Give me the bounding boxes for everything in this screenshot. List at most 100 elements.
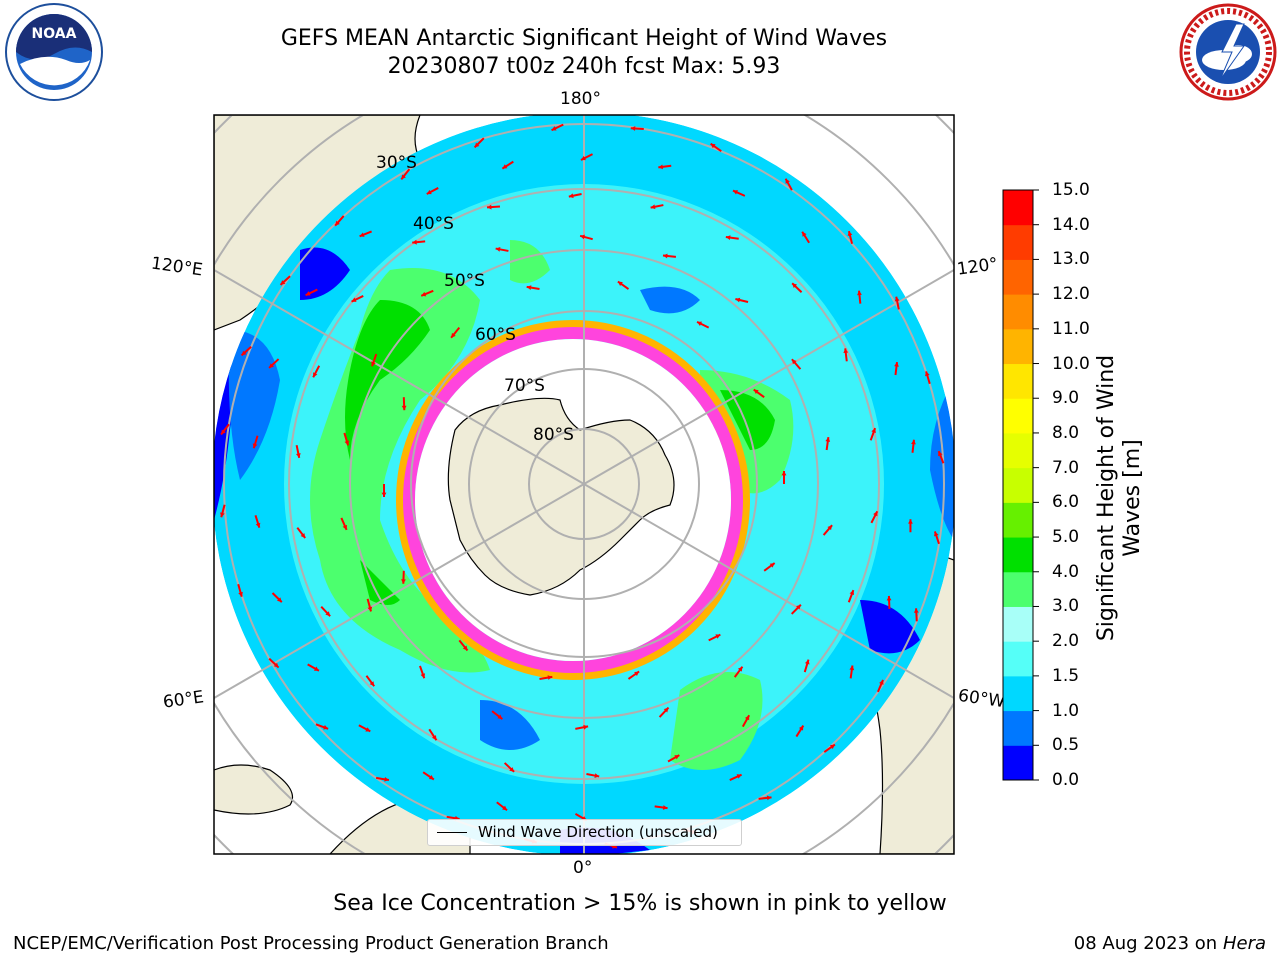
wave-direction-arrowhead [710,143,716,149]
wave-direction-arrowhead [269,363,274,368]
colorbar [1002,189,1039,781]
wave-direction-arrowhead [401,174,406,180]
wave-direction-arrowhead [715,634,721,639]
wave-direction-arrowhead [634,671,640,676]
chart-title: GEFS MEAN Antarctic Significant Height o… [280,26,888,51]
wave-direction-arrowhead [300,533,306,539]
colorbar-tick-label: 4.0 [1052,561,1080,582]
wave-direction-arrowhead [650,204,656,210]
wave-direction-arrowhead [255,522,261,528]
wave-direction-arrowhead [766,795,772,801]
lat-label-50s: 50°S [444,271,485,291]
chart-subtitle: 20230807 t00z 240h fcst Max: 5.93 [387,54,781,79]
wave-direction-arrowhead [873,511,878,517]
colorbar-tick-label: 14.0 [1052,214,1090,235]
wave-direction-arrowhead [804,659,810,665]
lat-label-80s: 80°S [533,425,574,445]
wave-direction-arrowhead [401,579,406,584]
wave-direction-arrowhead [829,744,835,750]
wave-direction-arrowhead [732,190,738,195]
colorbar-bin [1003,641,1033,677]
colorbar-bin [1003,432,1033,469]
wave-direction-arrowhead [381,492,387,497]
wave-direction-arrowhead [781,471,787,476]
wave-direction-arrowhead [594,773,600,778]
wave-direction-arrowhead [925,371,930,377]
wave-direction-arrowhead [857,290,862,296]
lon-label-0: 0° [573,858,593,878]
wave-direction-arrowhead [420,673,426,679]
wave-direction-arrowhead [365,727,371,732]
colorbar-tick-label: 0.5 [1052,735,1080,756]
colorbar-tick-label: 0.0 [1052,770,1080,790]
colorbar-bin [1003,710,1033,746]
colorbar-bin [1003,467,1033,503]
wave-direction-arrowhead [252,443,258,449]
wave-direction-arrowhead [791,359,797,365]
wave-direction-arrowhead [502,164,508,169]
wave-direction-arrowhead [827,525,833,531]
wave-direction-arrowhead [273,662,279,668]
wave-direction-arrowhead [662,805,668,810]
wave-direction-arrowhead [369,681,375,687]
wave-direction-arrowhead [371,361,376,367]
wave-direction-arrowhead [276,597,282,603]
lat-label-60s: 60°S [475,325,516,345]
colorbar-tick-label: 7.0 [1052,457,1080,478]
lon-label-180: 180° [560,89,601,109]
colorbar-bin [1003,606,1033,642]
colorbar-tick-label: 12.0 [1052,284,1090,305]
wave-direction-arrowhead [221,429,226,435]
wave-direction-arrowhead [509,767,515,772]
lat-label-70s: 70°S [504,376,545,396]
noaa-logo-icon: NOAA [5,3,103,101]
wave-direction-arrowhead [802,231,807,237]
wave-direction-arrowhead [849,590,855,596]
wave-direction-arrowhead [753,389,759,395]
colorbar-tick-label: 8.0 [1052,422,1080,443]
colorbar-tick-label: 1.0 [1052,700,1080,721]
wave-direction-arrowhead [238,591,243,597]
sea-ice-edge [403,327,743,673]
wave-direction-arrowhead [580,234,585,240]
lat-label-40s: 40°S [413,214,454,234]
colorbar-bin [1003,259,1033,295]
wave-direction-arrowhead [737,666,743,672]
wave-direction-arrowhead [630,126,636,131]
wave-direction-arrowhead [428,775,434,780]
colorbar-tick-label: 5.0 [1052,527,1080,548]
wave-direction-arrowhead [849,665,855,671]
wave-direction-arrowhead [313,372,318,378]
credit-text: NCEP/EMC/Verification Post Processing Pr… [13,933,609,954]
wave-direction-arrowhead [305,291,311,296]
map-legend: Wind Wave Direction (unscaled) [427,819,742,846]
nws-logo-icon [1179,3,1277,101]
wave-direction-arrowhead [894,296,900,302]
colorbar-bin [1003,745,1033,781]
wave-direction-arrowhead [908,519,913,524]
wave-direction-arrowhead [847,231,853,236]
wave-direction-arrowhead [497,714,503,720]
colorbar-tick-label: 10.0 [1052,353,1090,374]
colorbar-bin [1003,398,1033,434]
wave-direction-arrowhead [474,142,480,148]
wave-direction-arrowhead [568,193,574,199]
colorbar-tick-label: 2.0 [1052,631,1080,652]
colorbar-tick-label: 1.5 [1052,665,1080,686]
noaa-logo-text: NOAA [32,26,77,42]
sea-ice-note: Sea Ice Concentration > 15% is shown in … [333,891,947,916]
wave-direction-arrowhead [662,253,668,259]
wave-direction-arrowhead [547,675,553,680]
host-name: Hera [1222,933,1266,954]
wave-direction-arrowhead [487,204,492,210]
wave-direction-arrowhead [697,321,703,326]
wave-direction-arrowhead [280,280,286,285]
wave-direction-arrowhead [384,776,389,782]
wave-direction-arrowhead [798,725,804,731]
legend-line-icon [437,832,467,833]
colorbar-bin [1003,675,1033,712]
colorbar-frame [1002,189,1034,781]
wave-direction-arrowhead [431,735,437,741]
wave-direction-arrowhead [736,774,742,779]
